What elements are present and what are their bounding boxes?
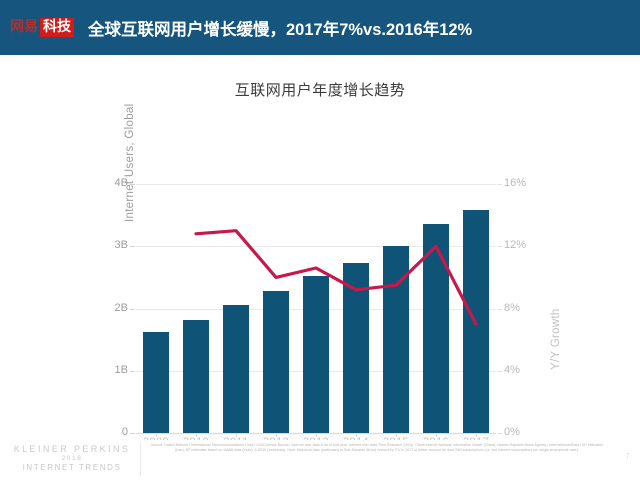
- y-axis-right-tick-mark: [497, 308, 502, 310]
- footer: KLEINER PERKINS 2018 INTERNET TRENDS Sou…: [0, 440, 640, 480]
- netease-tech-logo: 网易 科技: [10, 18, 74, 37]
- y-axis-left-tick-label: 1B: [114, 363, 128, 376]
- bar: [263, 291, 289, 433]
- chart-plot-area: Internet Users, Global Y/Y Growth 0 1B 2B 3…: [115, 104, 562, 448]
- x-axis-tick-mark: [436, 433, 437, 437]
- y-axis-right-tick-label: 12%: [504, 239, 527, 252]
- y-axis-left-tick-label: 2B: [114, 301, 128, 314]
- kp-logo-line3: INTERNET TRENDS: [22, 463, 122, 472]
- line-series-yy-growth: [194, 229, 478, 326]
- page-number: 7: [625, 452, 630, 461]
- bar: [143, 332, 169, 433]
- y-axis-left-tick-label: 4B: [114, 177, 128, 189]
- y-axis-right-label: Y/Y Growth: [550, 308, 562, 370]
- page-title: 全球互联网用户增长缓慢，2017年7%vs.2016年12%: [88, 20, 473, 39]
- x-axis-tick-mark: [476, 433, 477, 437]
- y-axis-left-label: Internet Users, Global: [124, 103, 136, 222]
- gridline: [136, 246, 496, 248]
- gridline: [136, 184, 496, 185]
- x-axis-tick-mark: [356, 433, 357, 437]
- y-axis-right-tick-mark: [497, 246, 502, 248]
- y-axis-right-tick-mark: [497, 433, 502, 434]
- y-axis-right-tick-label: 8%: [504, 301, 520, 314]
- y-axis-right-tick-mark: [497, 370, 502, 372]
- bar: [303, 276, 329, 433]
- x-axis-tick-mark: [156, 433, 157, 437]
- y-axis-left-tick-label: 3B: [114, 239, 128, 252]
- footer-divider: [140, 442, 141, 476]
- y-axis-right-tick-label: 4%: [504, 363, 520, 376]
- kp-logo-line1: KLEINER PERKINS: [13, 444, 131, 454]
- kleiner-perkins-logo: KLEINER PERKINS 2018 INTERNET TRENDS: [8, 444, 136, 472]
- chart-title: 互联网用户年度增长趋势: [234, 82, 406, 99]
- y-axis-left-tick-mark: [130, 370, 135, 372]
- y-axis-right-tick-label: 0%: [504, 426, 520, 438]
- y-axis-left-tick-mark: [130, 433, 135, 434]
- chart-card: 互联网用户年度增长趋势 Internet Users, Global Y/Y G…: [0, 55, 640, 476]
- y-axis-right-tick-label: 16%: [504, 177, 527, 189]
- logo-text-netease: 网易: [10, 19, 38, 35]
- y-axis-left-tick-mark: [130, 308, 135, 310]
- y-axis-left-tick-label: 0: [121, 426, 128, 438]
- y-axis-left-tick-mark: [130, 184, 135, 185]
- x-axis-tick-mark: [316, 433, 317, 437]
- bar: [183, 320, 209, 433]
- bar: [423, 223, 449, 433]
- kp-logo-line2: 2018: [61, 455, 83, 462]
- growth-polyline: [194, 229, 478, 326]
- source-note: Source: United Nations / International T…: [150, 443, 604, 452]
- x-axis-tick-mark: [276, 433, 277, 437]
- x-axis-tick-mark: [396, 433, 397, 437]
- x-axis-tick-mark: [236, 433, 237, 437]
- x-axis-tick-mark: [196, 433, 197, 437]
- header-bar: 网易 科技 全球互联网用户增长缓慢，2017年7%vs.2016年12%: [0, 0, 640, 55]
- bar: [223, 304, 249, 433]
- logo-text-tech: 科技: [40, 18, 74, 37]
- y-axis-left-tick-mark: [130, 246, 135, 248]
- y-axis-right-tick-mark: [497, 184, 502, 185]
